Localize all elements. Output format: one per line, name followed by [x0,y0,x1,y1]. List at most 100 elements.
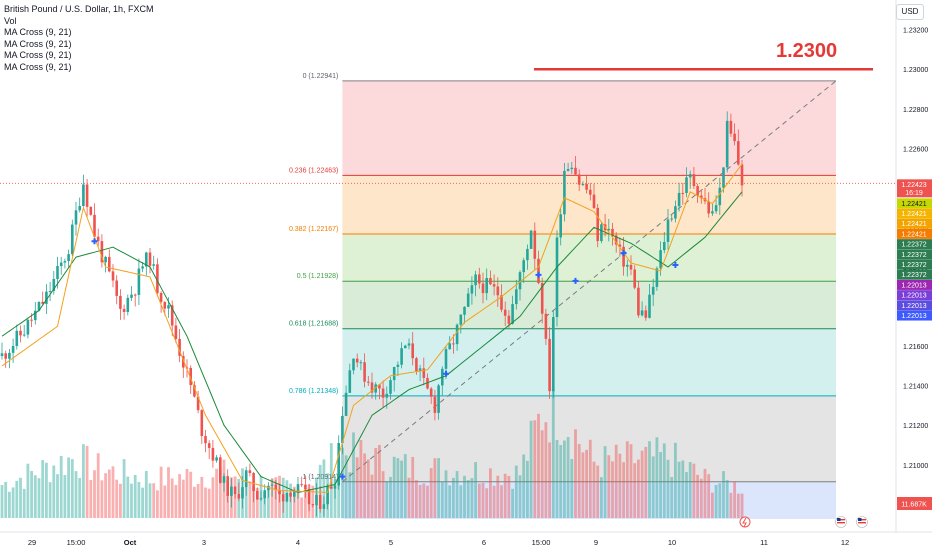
candle-body [322,504,326,509]
volume-bar [8,491,11,518]
candle-body [304,484,307,489]
candle-body [648,294,651,318]
candle-body [470,285,474,294]
fib-level-label: 0.618 (1.21688) [289,321,338,328]
candle-body [688,174,692,178]
volume-bar [633,463,637,518]
candle-body [63,261,67,263]
volume-bar [588,439,592,518]
volume-bar [352,432,355,518]
candle-body [400,348,403,365]
time-tick-label: 12 [841,538,849,547]
candle-body [71,224,74,255]
volume-bar [503,473,507,518]
volume-bar [389,476,392,518]
candle-body [85,184,89,207]
candle-body [363,362,366,382]
price-tick-label: 1.23000 [903,67,928,74]
volume-bar [703,468,707,518]
candle-body [563,170,566,215]
candle-body [45,291,48,304]
time-tick-label: 15:00 [532,538,551,547]
candle-body [256,491,259,500]
volume-bar [41,460,45,518]
time-tick-label: 5 [389,538,393,547]
candle-body [552,317,555,392]
ma-price-tag-label: 1.22013 [901,313,926,320]
fib-level-label: 0.382 (1.22167) [289,226,338,233]
volume-bar [0,485,4,518]
indicator-ma-cross-3[interactable]: MA Cross (9, 21) [4,50,72,60]
candle-body [463,306,466,315]
candle-body [607,228,611,231]
lightning-event-icon [739,516,751,528]
volume-bar [26,463,30,518]
volume-bar [170,478,174,518]
volume-bar [411,456,415,518]
volume-bar [666,459,670,518]
volume-bar [63,475,67,518]
price-tick-label: 1.23200 [903,28,928,35]
candle-body [156,264,159,294]
volume-tag [897,497,932,510]
volume-bar [30,471,33,518]
volume-bar [688,462,692,518]
candle-body [174,325,178,339]
volume-bar [248,481,252,518]
fib-zone [342,481,836,519]
ma-cross-marker [91,238,98,245]
volume-bar [674,442,677,518]
ma-price-tag-label: 1.22421 [901,231,926,238]
volume-bar [252,486,255,518]
volume-bar [115,479,119,518]
candle-body [163,301,167,309]
volume-bar [70,459,74,518]
candle-body [108,256,111,272]
volume-bar [736,493,740,518]
volume-bar [355,457,359,518]
candle-body [148,252,152,266]
volume-bar [563,440,566,518]
fib-trend-line [342,80,837,483]
flag-stripe [858,519,866,521]
time-tick-label: 10 [668,538,676,547]
volume-bar [341,447,344,518]
candle-body [455,324,459,345]
volume-bar [681,460,685,518]
volume-bar [729,492,733,518]
fib-level-label: 1 (1.20914) [303,474,339,481]
chart-legend: British Pound / U.S. Dollar, 1h, FXCM Vo… [4,4,154,73]
volume-bar [577,443,581,518]
indicator-ma-cross-1[interactable]: MA Cross (9, 21) [4,27,72,37]
time-tick-label: Oct [124,538,137,547]
candle-body [67,254,70,262]
ma-price-tag-label: 1.22421 [901,221,926,228]
candle-body [577,174,581,185]
indicator-vol[interactable]: Vol [4,15,17,26]
candle-body [96,236,100,242]
volume-bar [433,458,437,518]
candle-body [293,491,296,497]
indicator-ma-cross-2[interactable]: MA Cross (9, 21) [4,38,72,49]
volume-bar [11,487,15,518]
time-tick-label: 11 [760,538,768,547]
volume-bar [440,481,444,518]
volume-bar [174,484,178,518]
volume-bar [559,445,563,518]
volume-bar [193,486,196,518]
volume-bar [711,492,714,518]
volume-bar [126,476,130,518]
candle-body [344,392,348,416]
currency-button[interactable]: USD [896,4,924,20]
volume-bar [215,468,218,518]
time-tick-label: 15:00 [67,538,86,547]
indicator-ma-cross-4[interactable]: MA Cross (9, 21) [4,61,72,72]
candle-body [115,280,118,296]
price-tick-label: 1.21000 [903,463,928,470]
volume-bar [651,456,655,518]
candle-body [681,192,685,194]
volume-bar [507,475,511,518]
candle-body [4,353,7,359]
volume-bar [37,478,41,518]
